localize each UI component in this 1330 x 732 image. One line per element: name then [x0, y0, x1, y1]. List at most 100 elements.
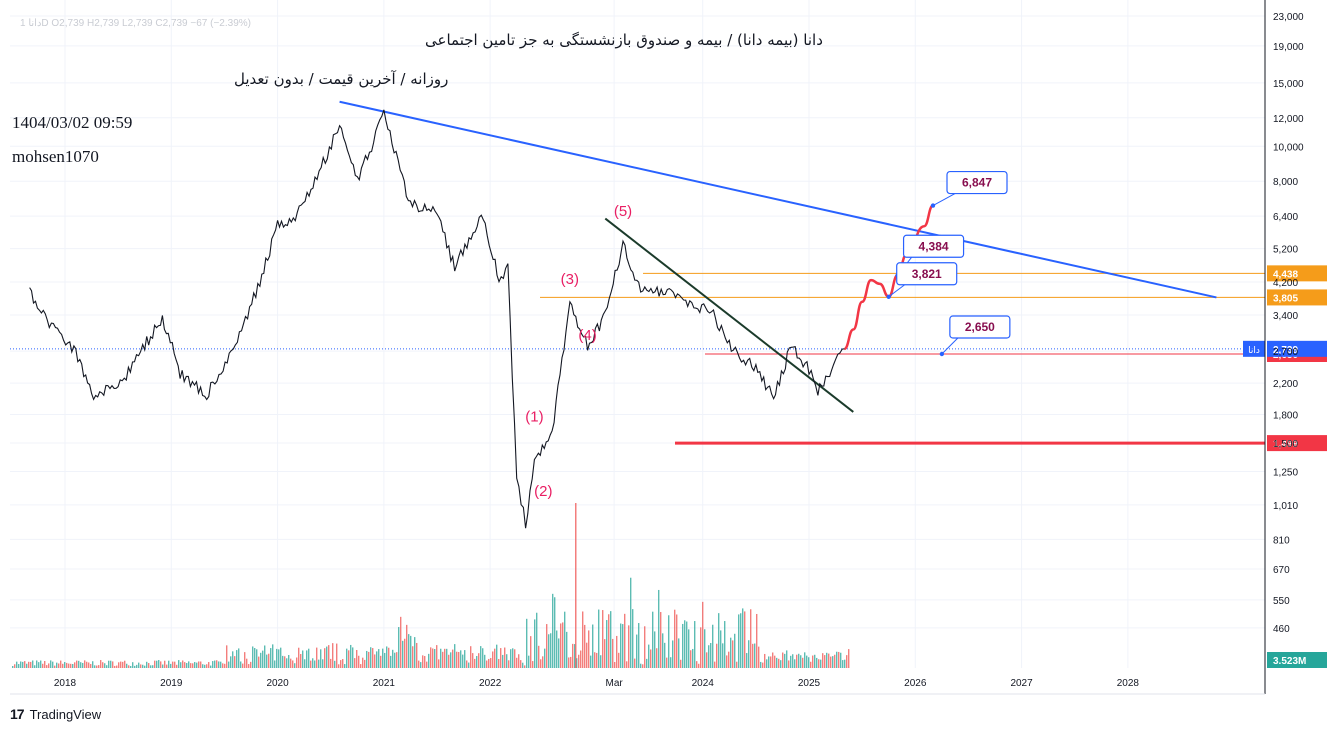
callout-anchor	[886, 294, 891, 299]
volume-bar	[64, 662, 66, 668]
volume-bar	[806, 655, 808, 668]
volume-bar	[366, 650, 368, 668]
volume-bar	[206, 664, 208, 668]
volume-bar	[482, 648, 484, 668]
volume-bar	[160, 661, 162, 668]
volume-bar	[110, 660, 112, 668]
callout-anchor	[930, 203, 936, 208]
volume-bar	[386, 646, 388, 668]
volume-bar	[816, 657, 818, 668]
volume-bar	[550, 633, 552, 668]
level-label: 3,805	[1273, 293, 1298, 304]
y-tick-label: 1,500	[1273, 439, 1298, 450]
volume-bar	[358, 655, 360, 668]
volume-bar	[494, 648, 496, 668]
x-tick-label: 2024	[692, 678, 715, 689]
volume-bar	[80, 662, 82, 668]
volume-bar	[704, 629, 706, 668]
volume-bar	[602, 610, 604, 668]
volume-bar	[718, 613, 720, 668]
volume-bar	[748, 640, 750, 668]
volume-bar	[324, 648, 326, 668]
volume-bar	[12, 665, 14, 668]
volume-bar	[26, 663, 28, 668]
volume-bar	[96, 665, 98, 668]
volume-bar	[352, 647, 354, 668]
volume-bar	[254, 647, 256, 668]
volume-bar	[626, 661, 628, 668]
volume-bar	[790, 655, 792, 668]
axes: 23,000 19,000 15,000 12,000 10,000 8,000 6,400…	[10, 0, 1304, 695]
volume-bar	[740, 613, 742, 668]
volume-bar	[374, 654, 376, 668]
symbol-tag-label: دانا	[1248, 346, 1260, 356]
volume-bar	[388, 647, 390, 668]
volume-bar	[140, 664, 142, 668]
volume-bar	[146, 661, 148, 668]
volume-bar	[676, 614, 678, 668]
volume-bar	[636, 634, 638, 668]
volume-bar	[304, 659, 306, 668]
volume-bar	[584, 624, 586, 668]
volume-bar	[66, 662, 68, 668]
volume-bar	[682, 623, 684, 668]
y-tick-label: 4,200	[1273, 278, 1298, 289]
wave-label: (2)	[534, 483, 552, 500]
symbol-tag	[1243, 340, 1265, 357]
volume-bar	[192, 663, 194, 668]
volume-bar	[362, 657, 364, 668]
volume-bar	[418, 660, 420, 668]
volume-bar	[666, 657, 668, 668]
volume-bar	[322, 659, 324, 668]
volume-bar	[332, 643, 334, 668]
volume-bar	[198, 661, 200, 668]
volume-bar	[546, 624, 548, 668]
volume-bar	[356, 649, 358, 668]
volume-bar	[760, 661, 762, 668]
volume-bar	[732, 640, 734, 668]
volume-bar	[236, 650, 238, 668]
volume-bar	[556, 630, 558, 668]
volume-bar	[464, 650, 466, 668]
y-tick-label: 8,000	[1273, 177, 1298, 188]
volume-bar	[848, 649, 850, 668]
volume-bar	[312, 658, 314, 668]
volume-bar	[250, 661, 252, 668]
volume-bar	[808, 657, 810, 668]
volume-bar	[116, 665, 118, 668]
volume-bar	[496, 644, 498, 668]
volume-bar	[74, 662, 76, 668]
level-badge	[1267, 435, 1327, 452]
callout-pointer	[941, 337, 959, 355]
price-line	[29, 109, 845, 529]
volume-bar	[442, 651, 444, 668]
volume-bar	[758, 646, 760, 668]
tradingview-logo[interactable]: 17 TradingView	[10, 706, 101, 722]
volume-bar	[244, 652, 246, 668]
volume-bar	[154, 660, 156, 668]
x-tick-label: 2027	[1010, 678, 1033, 689]
volume-bar	[640, 663, 642, 668]
volume-bar	[274, 660, 276, 668]
volume-bar	[376, 651, 378, 668]
volume-bar	[624, 613, 626, 668]
volume-bar	[440, 648, 442, 668]
volume-bar	[836, 651, 838, 668]
callouts: 6,847 4,384 3,821 2,650	[886, 170, 1011, 357]
volume-bar	[778, 658, 780, 668]
callout-label: 2,650	[965, 320, 995, 334]
volume-bar	[54, 665, 56, 668]
volume-bar	[632, 609, 634, 668]
volume-bar	[18, 664, 20, 668]
volume-bar	[680, 659, 682, 668]
volume-bar	[502, 654, 504, 668]
volume-bar	[402, 640, 404, 668]
volume-bar	[92, 661, 94, 668]
y-tick-label: 1,010	[1273, 501, 1298, 512]
callout-label: 3,821	[912, 267, 942, 281]
y-tick-label: 2,700	[1273, 347, 1298, 358]
volume-bar	[16, 661, 18, 668]
volume-bar	[78, 660, 80, 668]
volume-bar	[320, 649, 322, 668]
